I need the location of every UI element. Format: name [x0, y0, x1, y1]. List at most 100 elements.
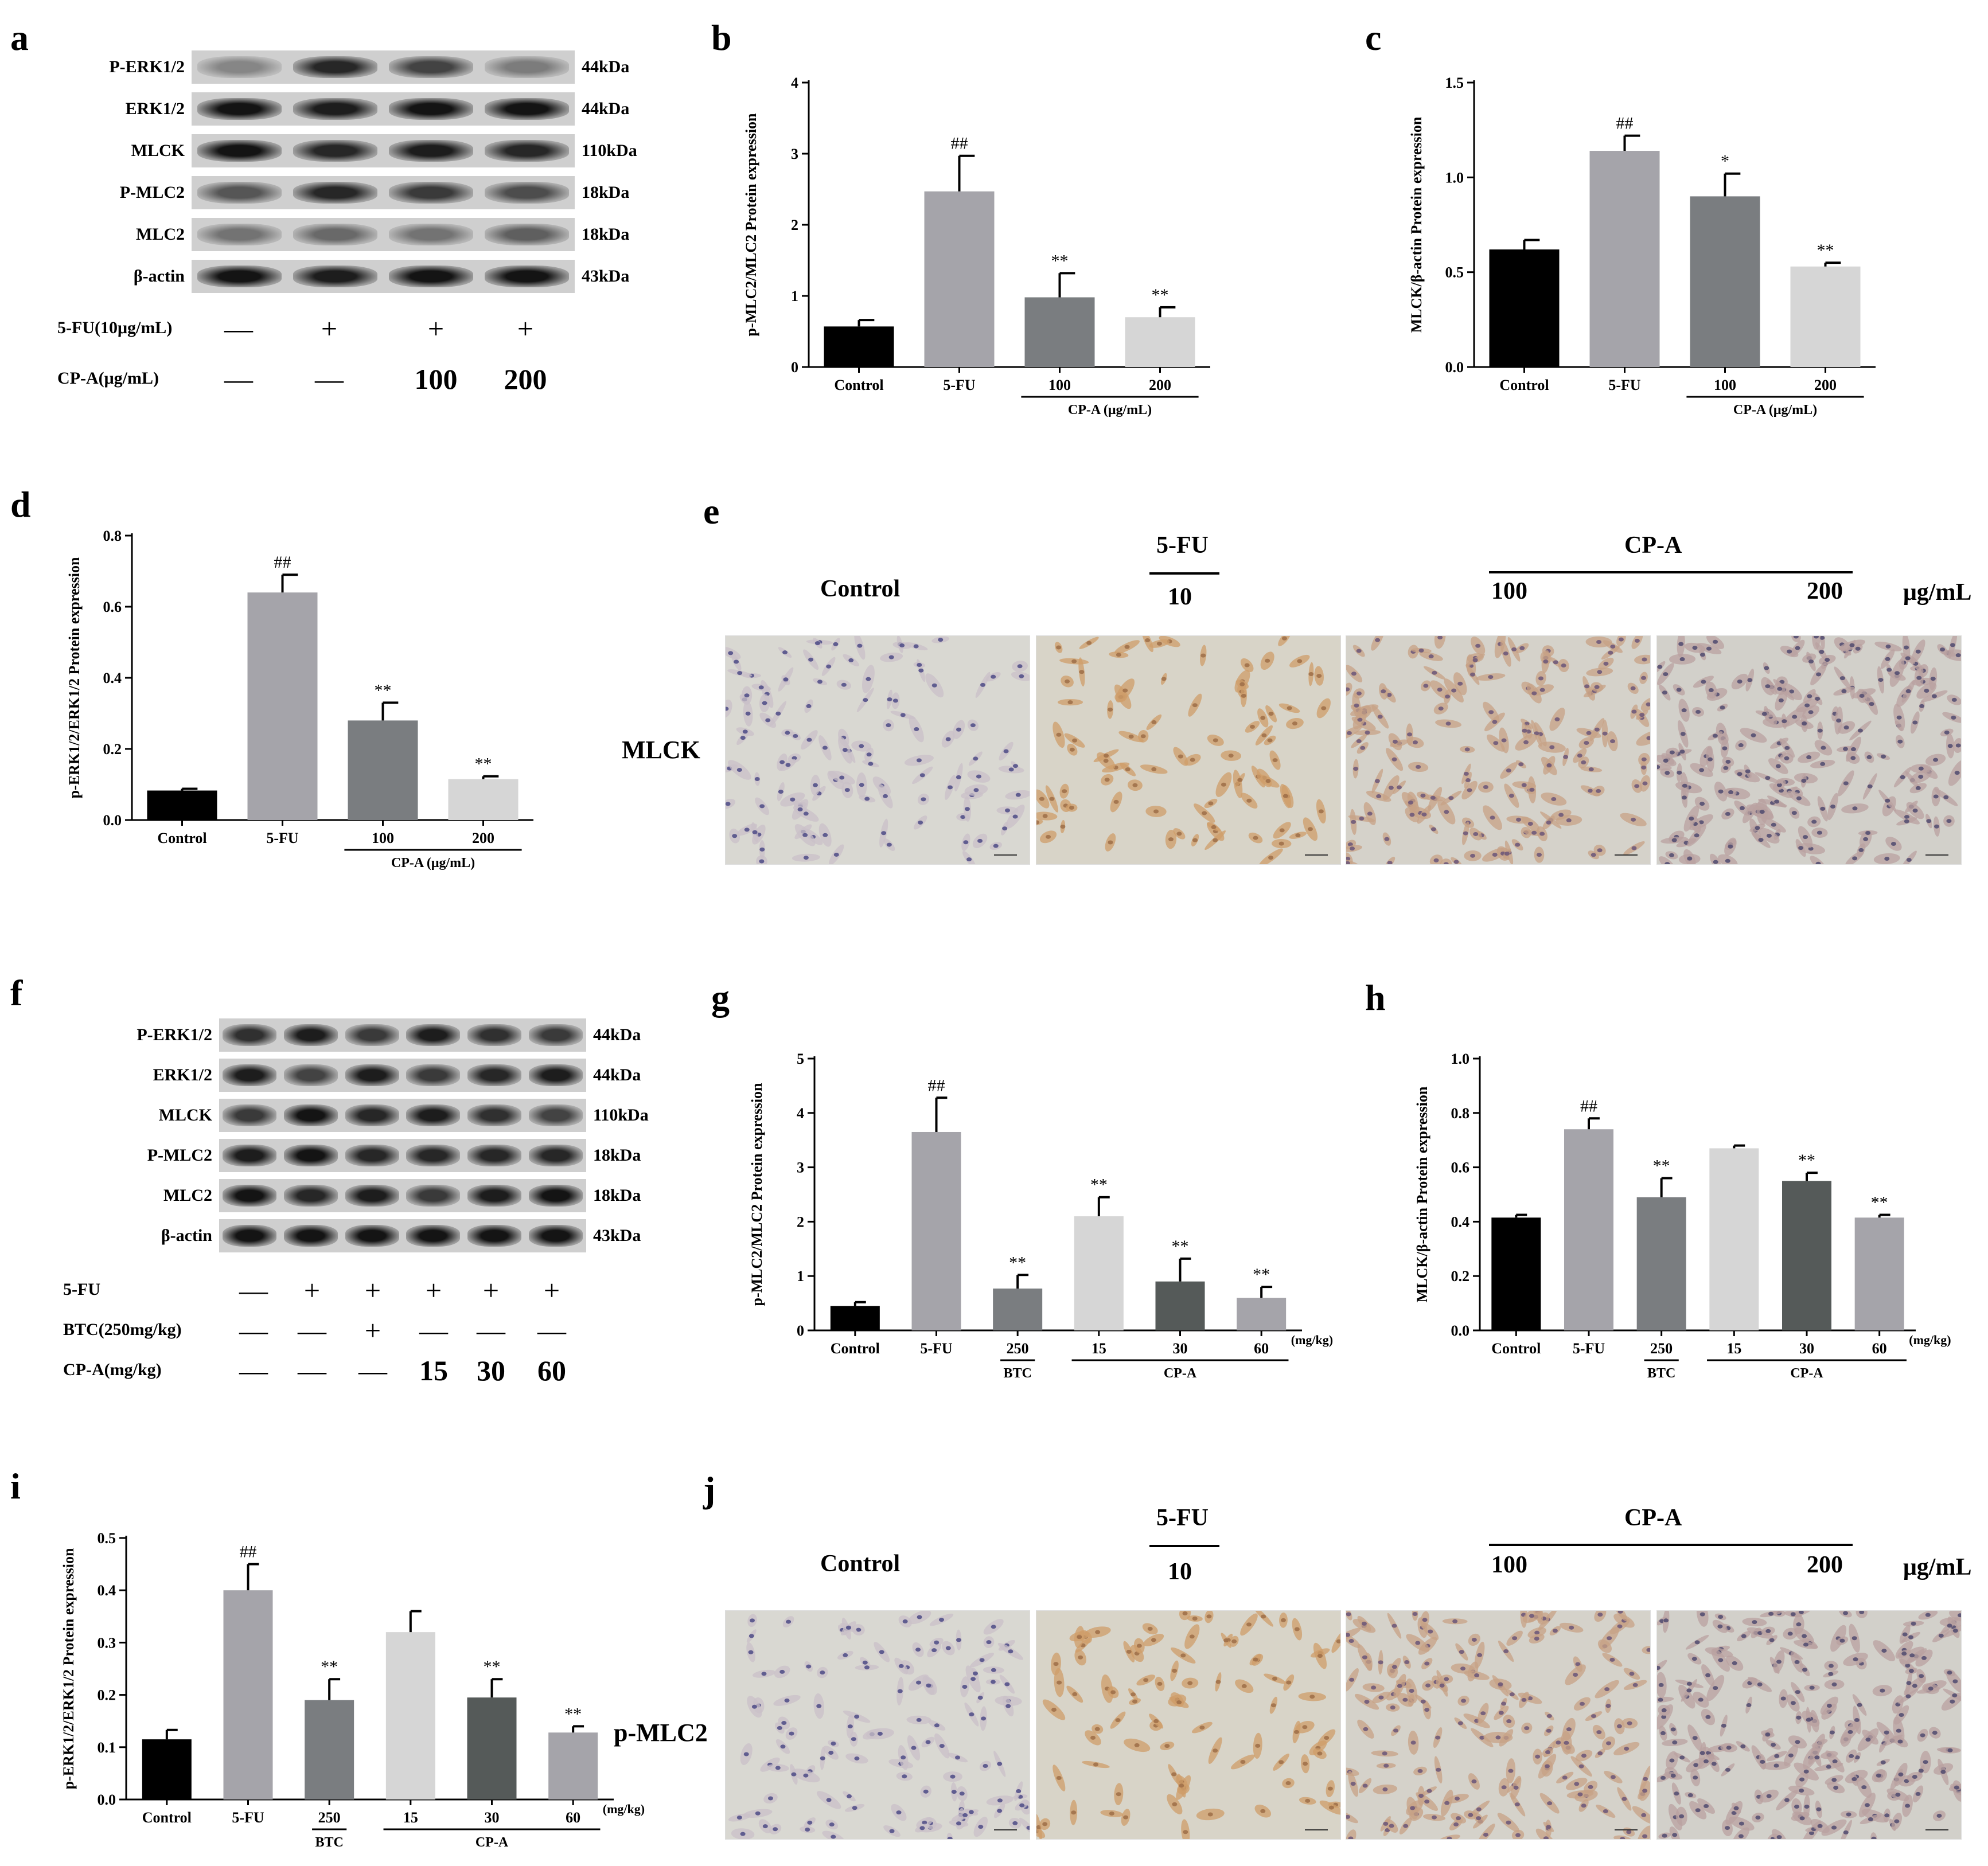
- blot-kda-label: 44kDa: [582, 57, 630, 76]
- cell-nucleus: [1826, 1764, 1831, 1769]
- treatment-value: +: [482, 1274, 500, 1306]
- cell-nucleus: [868, 762, 874, 766]
- cell-nucleus: [1796, 1622, 1802, 1627]
- cell-nucleus: [997, 1762, 1003, 1766]
- blot-band: [406, 1145, 461, 1166]
- cell-nucleus: [805, 1827, 810, 1832]
- cell-nucleus: [1223, 1638, 1229, 1643]
- cell-nucleus: [1938, 1633, 1944, 1638]
- micro-e-row-label: MLCK: [622, 736, 700, 764]
- treatment-value: —: [298, 1354, 326, 1387]
- cell-nucleus: [1581, 760, 1586, 764]
- treatment-value: —: [239, 1314, 268, 1346]
- y-tick-label: 0.2: [98, 1687, 116, 1704]
- cell-nucleus: [751, 1704, 757, 1709]
- blot-band: [389, 56, 473, 78]
- cell-nucleus: [1680, 732, 1686, 736]
- cell-nucleus: [1890, 841, 1896, 846]
- cell-nucleus: [954, 1755, 960, 1760]
- cell-nucleus: [1476, 1807, 1482, 1812]
- cell-nucleus: [1103, 759, 1109, 763]
- micro-e-control: Control: [820, 576, 901, 602]
- cell-nucleus: [847, 1724, 853, 1729]
- treatment-label: CP-A(μg/mL): [57, 369, 159, 388]
- cell-nucleus: [1947, 1670, 1952, 1675]
- cell-nucleus: [1686, 1681, 1692, 1686]
- blot-band: [528, 1185, 583, 1207]
- cell-nucleus: [1641, 1813, 1647, 1817]
- cell-nucleus: [1501, 1785, 1507, 1790]
- cell-nucleus: [1241, 693, 1246, 698]
- y-axis-label: p-MLC2/MLC2 Protein expression: [749, 1083, 765, 1306]
- blot-band: [284, 1064, 338, 1086]
- blot-band: [197, 224, 282, 245]
- cell-nucleus: [734, 659, 739, 664]
- bar: [830, 1306, 880, 1330]
- cell-nucleus: [1240, 1759, 1246, 1764]
- group-label: CP-A (μg/mL): [391, 856, 475, 870]
- cell-nucleus: [1761, 712, 1767, 716]
- bar: [1589, 151, 1660, 367]
- bar: [1782, 1181, 1831, 1330]
- bar: [1564, 1129, 1613, 1330]
- cell-nucleus: [1179, 1783, 1184, 1788]
- cell-nucleus: [1460, 1666, 1466, 1671]
- cell-nucleus: [962, 1684, 968, 1689]
- cell-nucleus: [934, 1640, 940, 1645]
- cell-nucleus: [1629, 1672, 1635, 1676]
- group-label: CP-A (μg/mL): [1068, 403, 1152, 417]
- cell-nucleus: [1286, 1680, 1292, 1685]
- cell-nucleus: [1280, 1618, 1286, 1622]
- chart-c: MLCK/β-actin Protein expression 0.0 0.5 1.0…: [1408, 75, 1876, 417]
- cell-nucleus: [1140, 734, 1146, 739]
- cell-nucleus: [1346, 687, 1350, 692]
- micrograph-e-control: [725, 635, 1030, 865]
- chart-h: MLCK/β-actin Protein expression 0.0 0.2 0.4…: [1414, 1051, 1951, 1381]
- cell-nucleus: [1383, 1763, 1389, 1768]
- cell-nucleus: [1671, 838, 1677, 842]
- cell-nucleus: [1912, 1774, 1917, 1779]
- cell-nucleus: [1704, 1759, 1709, 1763]
- micro-j-5fu-dose: 10: [1168, 1559, 1192, 1585]
- cell-nucleus: [1381, 689, 1386, 694]
- cell-nucleus: [1362, 1655, 1367, 1660]
- cell-nucleus: [1594, 685, 1600, 689]
- cell-nucleus: [1597, 670, 1603, 674]
- cell-nucleus: [902, 1619, 908, 1624]
- cell-nucleus: [1473, 831, 1479, 836]
- micrograph-e-cpa100: [1346, 635, 1651, 865]
- treatment-value: +: [517, 313, 534, 345]
- cell-nucleus: [1806, 1717, 1811, 1722]
- significance-label: **: [1009, 1253, 1026, 1272]
- cell-nucleus: [1239, 682, 1245, 686]
- cell-nucleus: [1687, 1793, 1693, 1797]
- cell-nucleus: [851, 1737, 856, 1742]
- cell-nucleus: [744, 693, 750, 698]
- cell-nucleus: [1388, 786, 1394, 790]
- cell-nucleus: [1447, 1836, 1452, 1839]
- treatment-value: +: [303, 1274, 321, 1306]
- cell-nucleus: [762, 701, 767, 705]
- cell-nucleus: [1869, 702, 1874, 706]
- cell-nucleus: [1396, 785, 1402, 790]
- bar: [1024, 297, 1095, 367]
- cell-nucleus: [990, 1680, 996, 1684]
- chart-g: p-MLC2/MLC2 Protein expression 0 1 2 3 4 5 Cont…: [749, 1051, 1333, 1381]
- cell-nucleus: [1923, 1760, 1928, 1764]
- x-tick-label: 5-FU: [1608, 377, 1641, 393]
- x-tick-label: 100: [372, 830, 394, 846]
- cell-nucleus: [784, 1698, 790, 1703]
- cell-nucleus: [761, 1672, 767, 1676]
- cell-nucleus: [1724, 1826, 1730, 1830]
- cell-nucleus: [1336, 1639, 1340, 1644]
- cell-nucleus: [1430, 795, 1436, 800]
- cell-nucleus: [1921, 1656, 1927, 1660]
- cell-nucleus: [1588, 788, 1593, 793]
- treatment-value: +: [425, 1274, 442, 1306]
- cells-j-1: [726, 1611, 1030, 1839]
- cell-nucleus: [1453, 1822, 1459, 1826]
- cell-nucleus: [1182, 1611, 1188, 1615]
- cell-nucleus: [1757, 1631, 1763, 1635]
- blot-band-strip: [219, 1018, 586, 1052]
- cell-nucleus: [1278, 841, 1284, 846]
